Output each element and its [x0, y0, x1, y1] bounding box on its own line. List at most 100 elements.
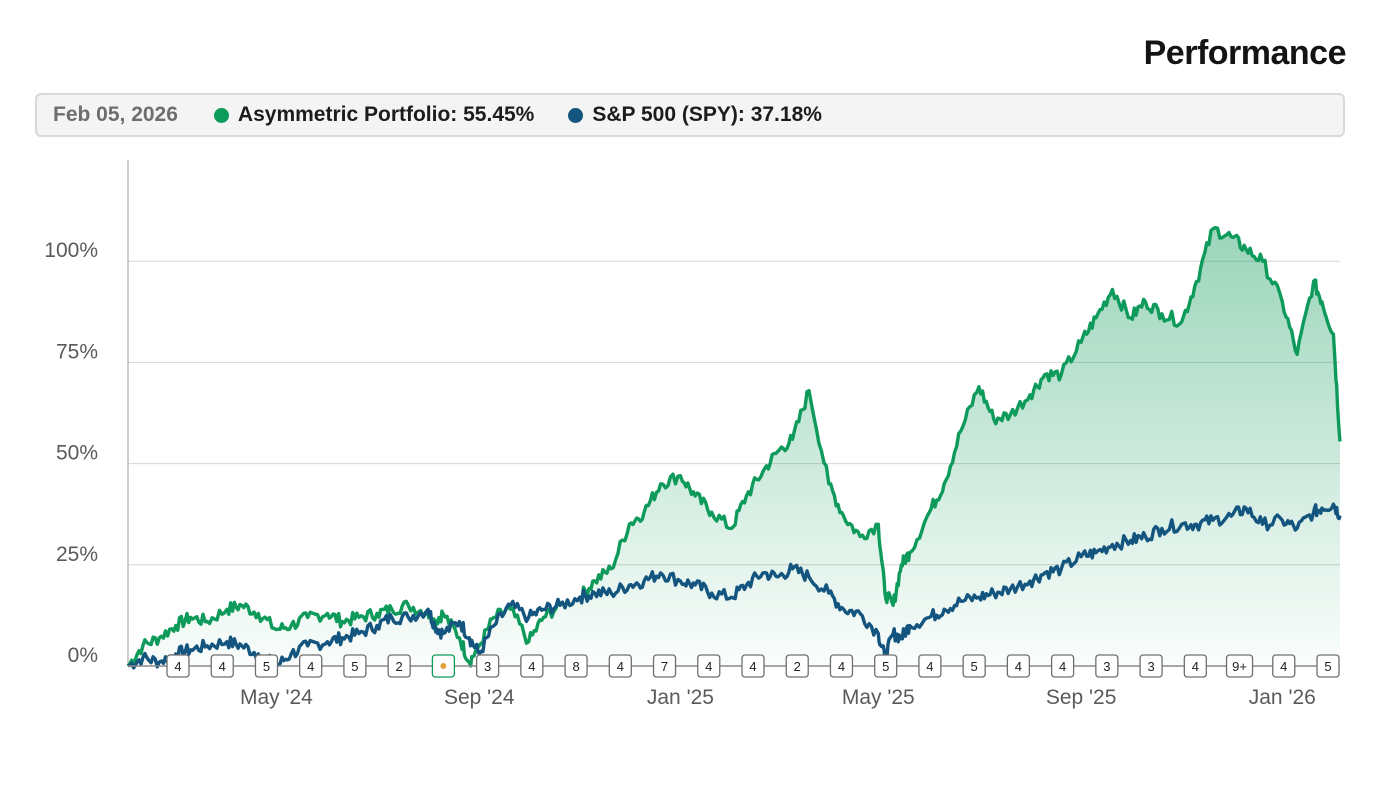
event-marker-count: 2: [794, 659, 801, 674]
event-marker[interactable]: 4: [829, 654, 854, 678]
event-marker[interactable]: 4: [299, 654, 323, 678]
event-marker[interactable]: 4: [608, 654, 632, 678]
event-marker-count: 4: [219, 659, 226, 674]
event-marker[interactable]: 5: [254, 654, 279, 678]
event-marker-box: [962, 654, 986, 678]
y-tick-label: 25%: [56, 543, 98, 566]
event-marker-box: [564, 654, 588, 678]
x-tick-label: Jan '25: [647, 686, 714, 709]
series-layer: [126, 226, 1342, 670]
x-tick-label: May '24: [240, 686, 313, 709]
event-markers: 4 4 5 4 5 2 3 4 8 4 7 4 4 2 4 5 4 5 4 4 3 3 4 9+ 4 5: [166, 654, 1340, 678]
event-marker-box: [520, 654, 544, 678]
event-marker-box: [1139, 654, 1163, 678]
event-marker-box: [829, 654, 854, 678]
event-marker[interactable]: 4: [1050, 654, 1075, 678]
event-marker[interactable]: 8: [564, 654, 588, 678]
event-marker-box: [918, 654, 942, 678]
portfolio-line[interactable]: [126, 226, 1342, 668]
event-marker-count: 9+: [1232, 659, 1247, 674]
event-marker-count: 5: [882, 659, 889, 674]
event-marker[interactable]: 3: [475, 654, 500, 678]
event-marker-box: [1006, 654, 1031, 678]
event-marker[interactable]: 4: [520, 654, 544, 678]
event-marker-count: 4: [307, 659, 314, 674]
event-marker-count: 2: [396, 659, 403, 674]
event-marker-count: 4: [174, 659, 181, 674]
x-tick-label: Jan '26: [1249, 686, 1316, 709]
event-marker-count: 3: [484, 659, 491, 674]
spy-dot-icon: [568, 107, 584, 123]
event-marker-count: 4: [528, 659, 535, 674]
legend-date: Feb 05, 2026: [53, 103, 178, 126]
event-marker-count: 4: [1015, 659, 1022, 674]
event-marker[interactable]: 9+: [1225, 654, 1254, 678]
event-marker-count: 3: [1103, 659, 1110, 674]
event-marker-count: 5: [971, 659, 978, 674]
legend: Feb 05, 2026 Asymmetric Portfolio: 55.45…: [35, 93, 1345, 137]
event-marker-box: [697, 654, 721, 678]
event-marker[interactable]: 4: [210, 654, 234, 678]
event-marker-count: 4: [1280, 659, 1287, 674]
event-marker-box: [608, 654, 632, 678]
event-marker[interactable]: 3: [1139, 654, 1163, 678]
event-marker-count: 5: [263, 659, 270, 674]
event-marker[interactable]: [431, 654, 456, 678]
event-marker-box: [166, 654, 190, 678]
portfolio-area-fill: [128, 227, 1340, 666]
event-marker[interactable]: 4: [1006, 654, 1031, 678]
event-marker-box: [210, 654, 234, 678]
legend-label-spy: S&P 500 (SPY): 37.18%: [592, 103, 822, 126]
y-tick-label: 75%: [56, 340, 98, 363]
event-marker-box: [874, 654, 898, 678]
event-marker[interactable]: 5: [874, 654, 898, 678]
event-marker-box: [475, 654, 500, 678]
y-tick-label: 50%: [56, 442, 98, 465]
event-marker-box: [1050, 654, 1075, 678]
event-marker[interactable]: 5: [343, 654, 367, 678]
event-marker-box: [1183, 654, 1207, 678]
x-axis-labels: May '24 Sep '24 Jan '25 May '25 Sep '25 Jan '…: [240, 686, 1316, 709]
event-marker-box: [741, 654, 765, 678]
event-marker-count: 4: [838, 659, 845, 674]
x-tick-label: Sep '25: [1046, 686, 1117, 709]
event-marker-count: 4: [1192, 659, 1199, 674]
event-marker-box: [1225, 654, 1254, 678]
event-marker[interactable]: 4: [166, 654, 190, 678]
event-marker-box: [254, 654, 279, 678]
event-marker[interactable]: 2: [387, 654, 411, 678]
event-marker-count: 4: [1059, 659, 1066, 674]
event-marker-count: 3: [1147, 659, 1154, 674]
legend-item-spy[interactable]: S&P 500 (SPY): 37.18%: [568, 103, 822, 127]
event-marker[interactable]: 4: [741, 654, 765, 678]
event-marker[interactable]: 4: [1272, 654, 1296, 678]
legend-item-portfolio[interactable]: Asymmetric Portfolio: 55.45%: [213, 103, 535, 127]
y-axis: 0% 25% 50% 75% 100%: [44, 239, 98, 667]
event-marker-count: 8: [572, 659, 579, 674]
event-marker-box: [1095, 654, 1119, 678]
event-marker[interactable]: 5: [1316, 654, 1340, 678]
event-marker-box: [1272, 654, 1296, 678]
event-marker-count: 4: [617, 659, 624, 674]
event-marker[interactable]: 3: [1095, 654, 1119, 678]
event-marker[interactable]: 4: [918, 654, 942, 678]
event-marker-box: [387, 654, 411, 678]
event-marker[interactable]: 2: [785, 654, 809, 678]
event-marker-box: [1316, 654, 1340, 678]
event-marker-box: [343, 654, 367, 678]
event-marker-count: 5: [1324, 659, 1331, 674]
legend-label-portfolio: Asymmetric Portfolio: 55.45%: [237, 103, 535, 126]
x-tick-label: May '25: [842, 686, 915, 709]
event-marker-box: [785, 654, 809, 678]
event-marker[interactable]: 7: [652, 654, 677, 678]
event-marker[interactable]: 4: [697, 654, 721, 678]
page-title: Performance: [1143, 34, 1347, 72]
event-marker[interactable]: 5: [962, 654, 986, 678]
y-tick-label: 100%: [44, 239, 98, 262]
event-marker[interactable]: 4: [1183, 654, 1207, 678]
portfolio-dot-icon: [213, 107, 229, 123]
x-tick-label: Sep '24: [444, 686, 515, 709]
event-marker-count: 7: [661, 659, 668, 674]
spy-line[interactable]: [127, 502, 1342, 670]
